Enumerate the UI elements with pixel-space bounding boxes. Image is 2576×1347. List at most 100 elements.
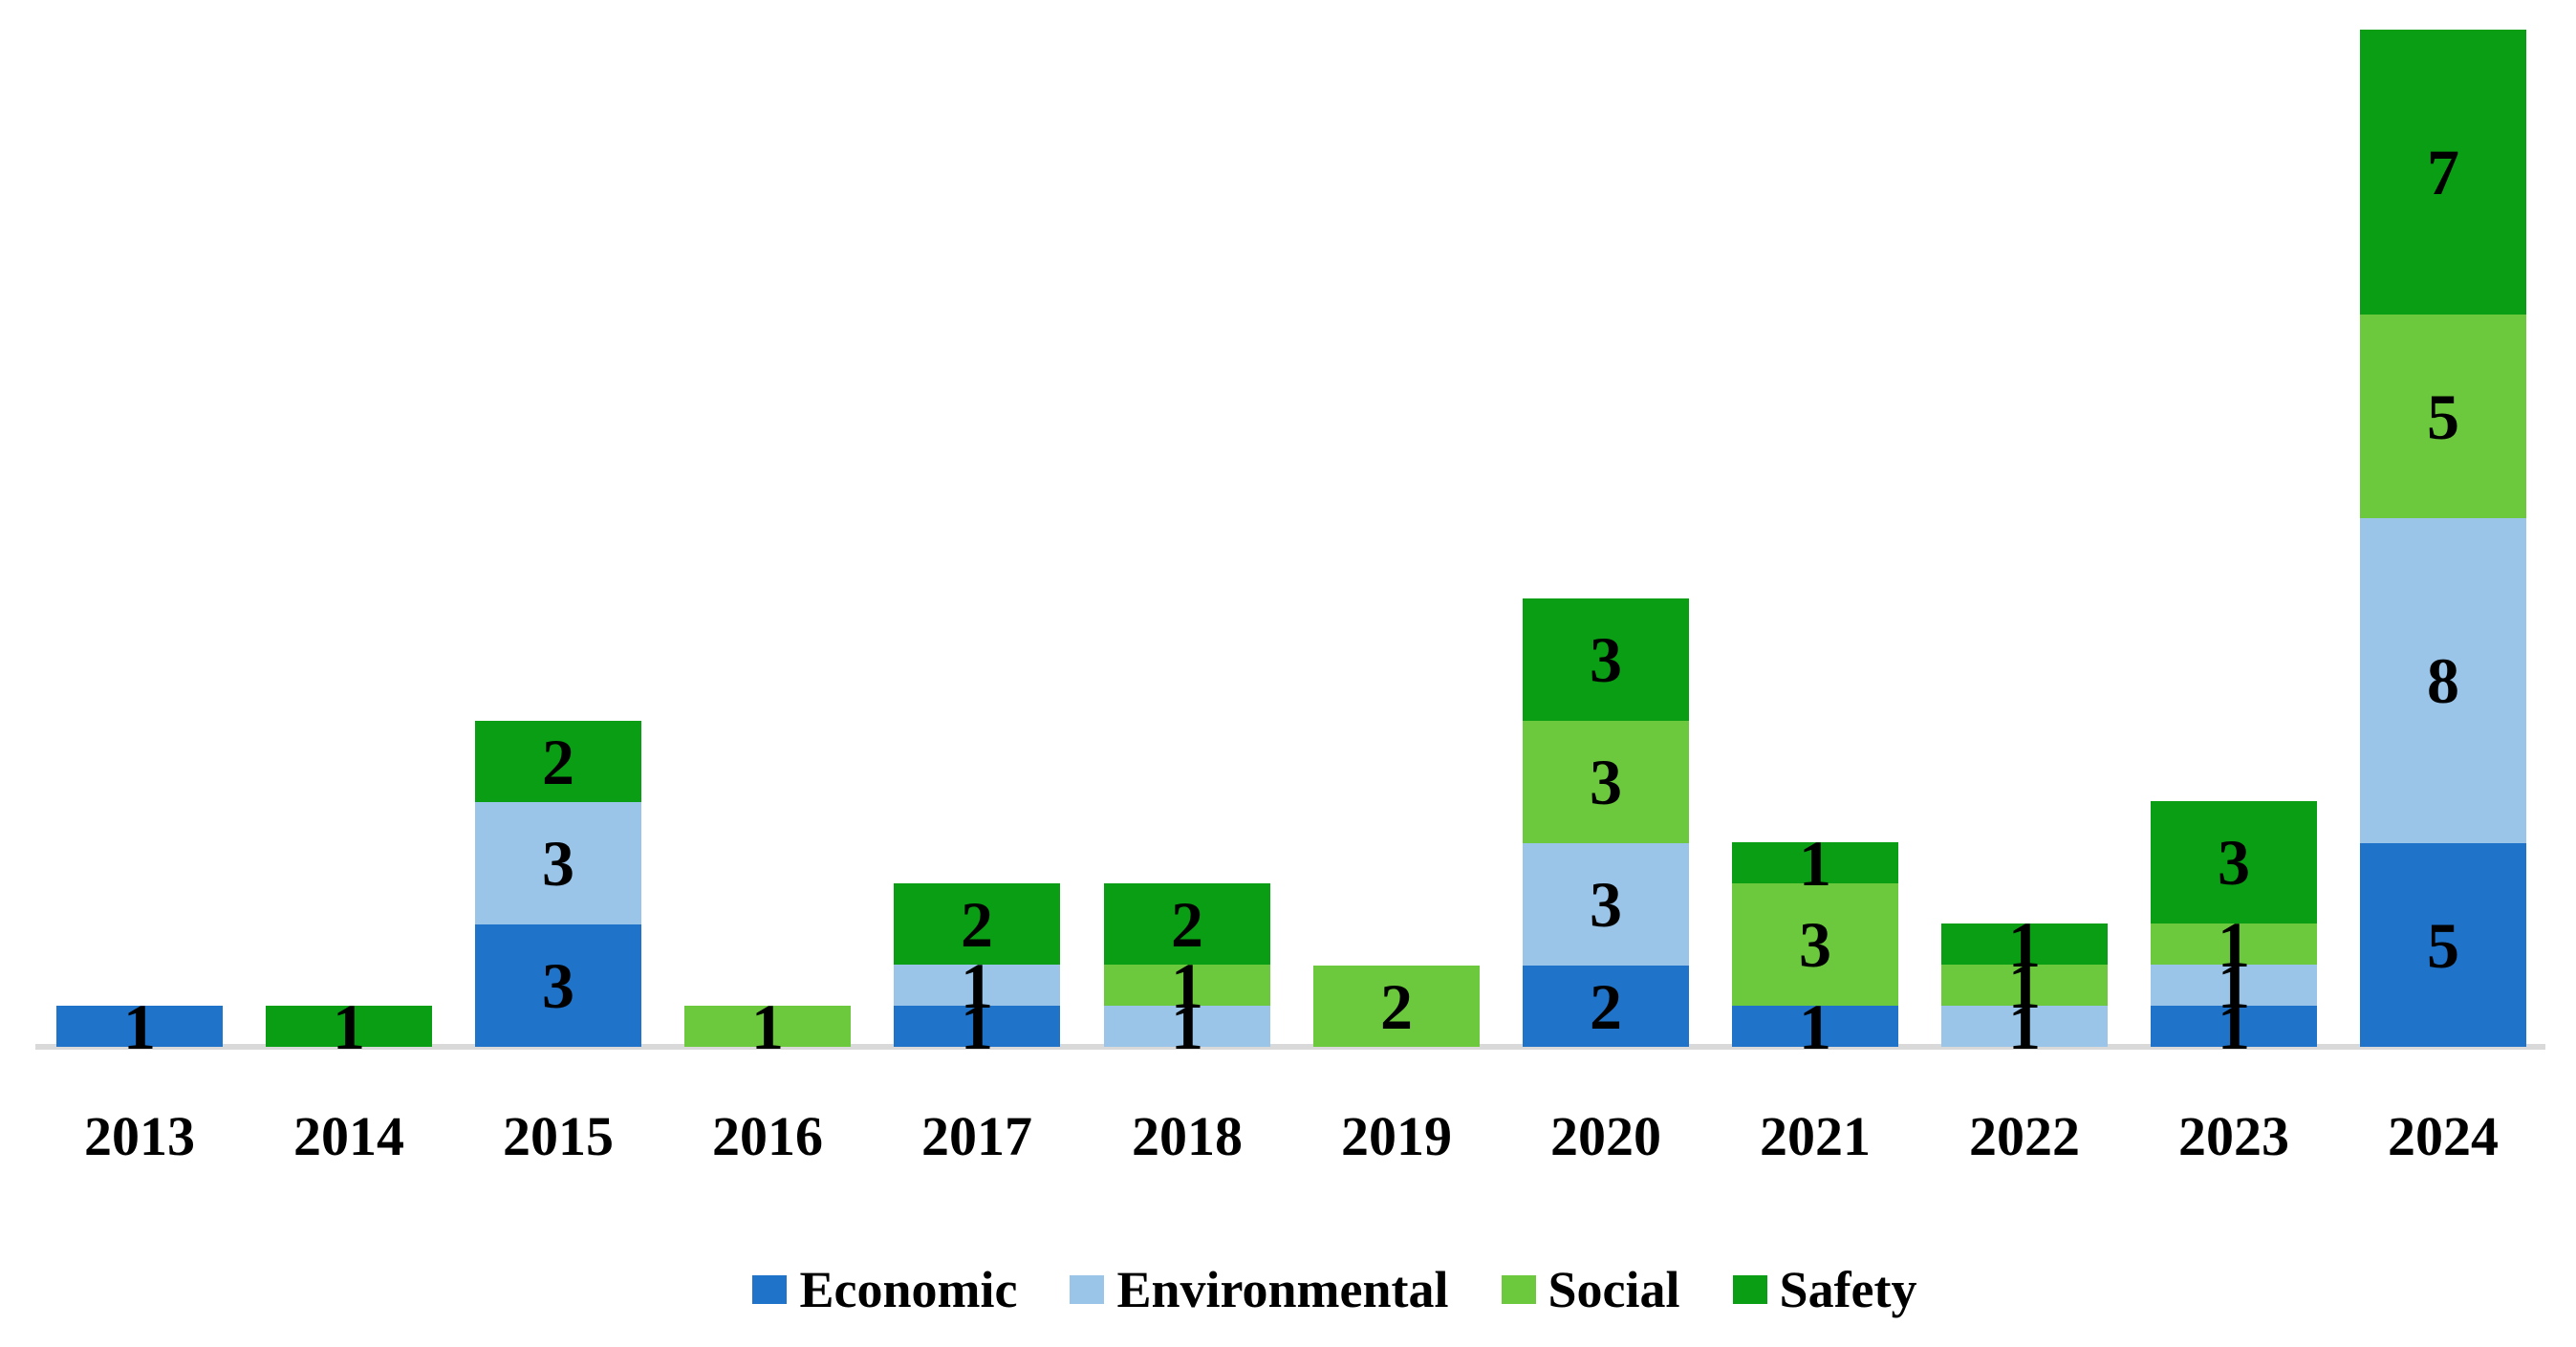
x-axis-label-2021: 2021 [1760, 1105, 1871, 1167]
x-axis-label-2024: 2024 [2388, 1105, 2499, 1167]
segment-safety-2021: 1 [1732, 831, 1898, 896]
segment-social-2019: 2 [1313, 966, 1480, 1047]
segment-social-2024: 5 [2360, 315, 2526, 518]
x-axis-label-2022: 2022 [1969, 1105, 2080, 1167]
segment-value-label: 3 [1590, 868, 1622, 941]
segment-value-label: 1 [2218, 948, 2250, 1022]
segment-value-label: 3 [1799, 908, 1831, 981]
legend-swatch-economic [752, 1275, 788, 1304]
x-axis-label-2023: 2023 [2178, 1105, 2289, 1167]
bar-2019: 2 [1313, 966, 1480, 1047]
segment-economic-2024: 5 [2360, 843, 2526, 1047]
segment-social-2016: 1 [684, 994, 851, 1059]
segment-value-label: 7 [2427, 136, 2459, 208]
segment-value-label: 1 [2008, 989, 2041, 1063]
segment-value-label: 2 [1590, 969, 1622, 1043]
x-axis-label-2014: 2014 [293, 1105, 404, 1167]
segment-value-label: 1 [1799, 826, 1831, 900]
segment-value-label: 2 [1171, 887, 1203, 961]
bar-2021: 1 3 1 [1732, 831, 1898, 1059]
segment-environmental-2023: 1 [2151, 953, 2317, 1018]
segment-safety-2020: 3 [1523, 598, 1689, 721]
segment-value-label: 5 [2427, 380, 2459, 453]
bar-2015: 3 3 2 [475, 721, 641, 1047]
segment-safety-2015: 2 [475, 721, 641, 802]
segment-environmental-2017: 1 [894, 953, 1060, 1018]
segment-economic-2017: 1 [894, 994, 1060, 1059]
segment-value-label: 3 [1590, 623, 1622, 696]
bar-2013: 1 [56, 994, 223, 1059]
bar-2020: 2 3 3 3 [1523, 598, 1689, 1047]
x-axis-label-2016: 2016 [712, 1105, 823, 1167]
segment-environmental-2024: 8 [2360, 518, 2526, 843]
segment-safety-2023: 3 [2151, 801, 2317, 923]
bar-2016: 1 [684, 994, 851, 1059]
segment-safety-2022: 1 [1941, 912, 2108, 977]
segment-social-2020: 3 [1523, 721, 1689, 843]
segment-environmental-2022: 1 [1941, 994, 2108, 1059]
x-axis-label-2018: 2018 [1132, 1105, 1243, 1167]
segment-value-label: 2 [1380, 969, 1413, 1043]
segment-social-2018: 1 [1104, 953, 1270, 1018]
segment-environmental-2018: 1 [1104, 994, 1270, 1059]
segment-economic-2013: 1 [56, 994, 223, 1059]
bar-2014: 1 [266, 994, 432, 1059]
segment-value-label: 1 [1171, 989, 1203, 1063]
segment-value-label: 1 [2008, 907, 2041, 981]
x-axis-label-2015: 2015 [503, 1105, 614, 1167]
segment-value-label: 1 [333, 989, 365, 1063]
segment-value-label: 3 [542, 827, 574, 900]
legend-item-environmental: Environmental [1070, 1261, 1449, 1318]
segment-safety-2017: 2 [894, 883, 1060, 965]
segment-value-label: 3 [1590, 746, 1622, 818]
legend-item-safety: Safety [1732, 1261, 1917, 1318]
segment-value-label: 1 [961, 948, 993, 1022]
legend-label-social: Social [1548, 1261, 1680, 1318]
x-axis-label-2020: 2020 [1550, 1105, 1661, 1167]
bar-2024: 5 8 5 7 [2360, 30, 2526, 1047]
legend-item-social: Social [1501, 1261, 1680, 1318]
segment-value-label: 2 [542, 725, 574, 798]
legend-swatch-social [1501, 1275, 1536, 1304]
x-axis-label-2013: 2013 [84, 1105, 195, 1167]
legend-label-environmental: Environmental [1116, 1261, 1449, 1318]
x-axis-line [35, 1044, 2545, 1050]
x-axis-label-2017: 2017 [921, 1105, 1032, 1167]
segment-value-label: 8 [2427, 644, 2459, 717]
segment-economic-2021: 1 [1732, 994, 1898, 1059]
segment-value-label: 1 [2218, 907, 2250, 981]
segment-safety-2014: 1 [266, 994, 432, 1059]
segment-social-2021: 3 [1732, 883, 1898, 1006]
legend-swatch-safety [1732, 1275, 1767, 1304]
segment-value-label: 1 [961, 989, 993, 1063]
segment-value-label: 1 [1799, 989, 1831, 1063]
segment-value-label: 3 [542, 949, 574, 1022]
legend-item-economic: Economic [752, 1264, 1017, 1315]
legend: Economic Environmental Social Safety [47, 1264, 2576, 1315]
segment-economic-2023: 1 [2151, 994, 2317, 1059]
segment-value-label: 3 [2218, 826, 2250, 899]
segment-value-label: 1 [2218, 989, 2250, 1063]
segment-value-label: 1 [751, 989, 784, 1063]
legend-swatch-environmental [1070, 1275, 1105, 1304]
segment-environmental-2015: 3 [475, 802, 641, 924]
legend-label-safety: Safety [1779, 1261, 1917, 1318]
segment-environmental-2020: 3 [1523, 843, 1689, 966]
segment-value-label: 1 [1171, 948, 1203, 1022]
segment-economic-2020: 2 [1523, 966, 1689, 1047]
segment-safety-2024: 7 [2360, 30, 2526, 315]
segment-social-2023: 1 [2151, 912, 2317, 977]
segment-value-label: 5 [2427, 908, 2459, 982]
segment-economic-2015: 3 [475, 924, 641, 1047]
segment-social-2022: 1 [1941, 953, 2108, 1018]
segment-value-label: 2 [961, 887, 993, 961]
segment-value-label: 1 [2008, 948, 2041, 1022]
x-axis-label-2019: 2019 [1341, 1105, 1452, 1167]
segment-safety-2018: 2 [1104, 883, 1270, 965]
legend-label-economic: Economic [799, 1261, 1018, 1318]
